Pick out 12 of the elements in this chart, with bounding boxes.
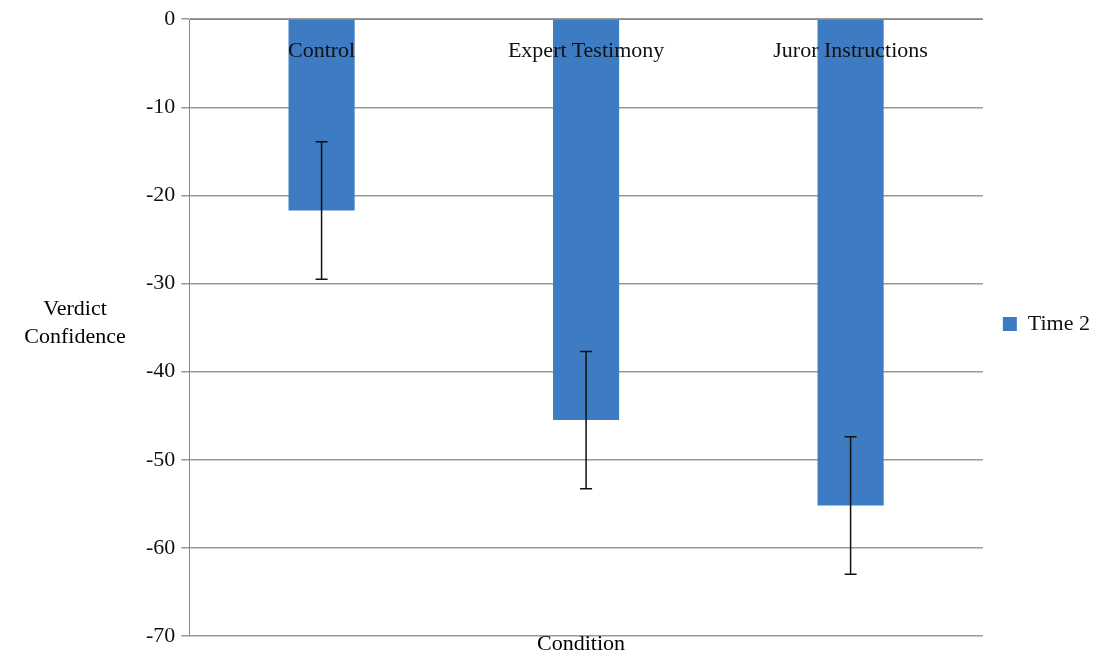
- y-tick-label: -20: [146, 181, 176, 207]
- x-axis-title: Condition: [536, 630, 626, 656]
- y-tick-label: -10: [146, 93, 176, 119]
- x-tick-label: Control: [287, 36, 356, 62]
- legend-label: Time 2: [1027, 309, 1090, 335]
- y-tick-label: -70: [146, 621, 176, 647]
- y-tick-label: 0: [164, 4, 176, 30]
- y-tick-label: -40: [146, 357, 176, 383]
- y-axis-title: Verdict Confidence: [23, 294, 127, 350]
- y-tick-label: -60: [146, 533, 176, 559]
- y-tick-label: -30: [146, 269, 176, 295]
- y-tick-label: -50: [146, 445, 176, 471]
